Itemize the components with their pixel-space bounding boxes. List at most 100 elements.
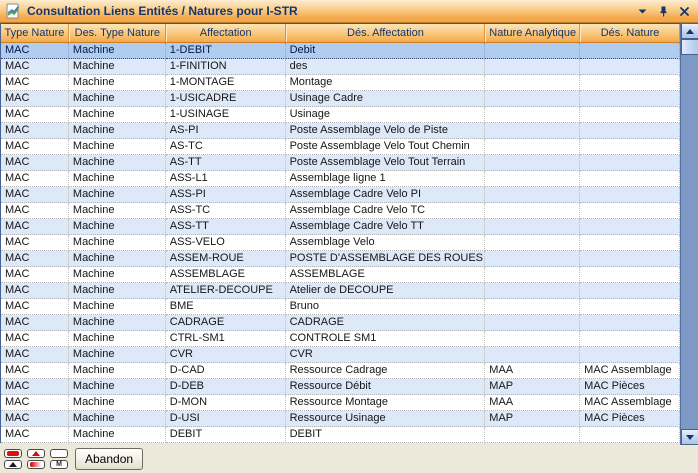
scrollbar-thumb[interactable] <box>681 39 698 55</box>
cell[interactable]: ASS-TT <box>165 219 286 235</box>
cell[interactable]: Atelier de DECOUPE <box>285 283 486 299</box>
table-row[interactable]: MAC Machine ASS-PI Assemblage Cadre Velo PI <box>1 187 681 203</box>
cell[interactable]: AS-PI <box>165 123 286 139</box>
cell[interactable] <box>580 251 681 267</box>
cell[interactable]: MAA <box>485 363 581 379</box>
cell[interactable] <box>580 107 681 123</box>
cell[interactable]: MAC <box>1 363 69 379</box>
cell[interactable] <box>580 203 681 219</box>
cell[interactable] <box>580 283 681 299</box>
cell[interactable]: D-USI <box>165 411 286 427</box>
cell[interactable]: Assemblage Cadre Velo TT <box>285 219 486 235</box>
cell[interactable]: Machine <box>68 75 166 91</box>
cell[interactable] <box>485 251 581 267</box>
table-row[interactable]: MAC Machine CADRAGE CADRAGE <box>1 315 681 331</box>
cell[interactable] <box>580 91 681 107</box>
cell[interactable] <box>485 331 581 347</box>
cell[interactable]: Assemblage Cadre Velo TC <box>285 203 486 219</box>
cell[interactable] <box>580 59 681 75</box>
cell[interactable]: Poste Assemblage Velo Tout Terrain <box>285 155 486 171</box>
cell[interactable]: Machine <box>68 235 166 251</box>
close-icon[interactable] <box>678 5 691 18</box>
cell[interactable]: Ressource Montage <box>285 395 486 411</box>
cell[interactable]: Machine <box>68 43 166 59</box>
cell[interactable]: ASSEMBLAGE <box>165 267 286 283</box>
table-row[interactable]: MAC Machine ASS-TT Assemblage Cadre Velo TT <box>1 219 681 235</box>
cell[interactable] <box>485 43 581 59</box>
cell[interactable] <box>580 171 681 187</box>
cell[interactable]: MAC <box>1 315 69 331</box>
cell[interactable] <box>485 219 581 235</box>
cell[interactable]: 1-DEBIT <box>165 43 286 59</box>
cell[interactable] <box>485 187 581 203</box>
cell[interactable]: Machine <box>68 91 166 107</box>
table-row[interactable]: MAC Machine ASSEMBLAGE ASSEMBLAGE <box>1 267 681 283</box>
table-row[interactable]: MAC Machine AS-PI Poste Assemblage Velo de … <box>1 123 681 139</box>
cell[interactable]: MAC <box>1 251 69 267</box>
cell[interactable]: ASS-PI <box>165 187 286 203</box>
cell[interactable]: Assemblage ligne 1 <box>285 171 486 187</box>
table-row[interactable]: MAC Machine ASS-VELO Assemblage Velo <box>1 235 681 251</box>
cell[interactable]: Machine <box>68 395 166 411</box>
cell[interactable]: Machine <box>68 155 166 171</box>
cell[interactable]: Machine <box>68 299 166 315</box>
cell[interactable]: Machine <box>68 283 166 299</box>
cell[interactable]: ATELIER-DECOUPE <box>165 283 286 299</box>
black-triangle-up-icon[interactable] <box>4 460 22 469</box>
cell[interactable]: MAC <box>1 75 69 91</box>
table-row[interactable]: MAC Machine ASSEM-ROUE POSTE D'ASSEMBLAGE D… <box>1 251 681 267</box>
cell[interactable]: 1-USINAGE <box>165 107 286 123</box>
cell[interactable] <box>580 139 681 155</box>
column-header[interactable]: Dés. Affectation <box>285 24 486 42</box>
cell[interactable] <box>485 59 581 75</box>
cell[interactable]: CONTROLE SM1 <box>285 331 486 347</box>
cell[interactable]: MAC <box>1 139 69 155</box>
cell[interactable] <box>485 203 581 219</box>
cell[interactable]: ASS-L1 <box>165 171 286 187</box>
column-header[interactable]: Des. Type Nature <box>68 24 166 42</box>
cell[interactable]: DEBIT <box>285 427 486 443</box>
cell[interactable]: Machine <box>68 203 166 219</box>
cell[interactable]: D-CAD <box>165 363 286 379</box>
table-row[interactable]: MAC Machine CVR CVR <box>1 347 681 363</box>
cell[interactable]: Ressource Usinage <box>285 411 486 427</box>
cell[interactable] <box>485 299 581 315</box>
cell[interactable]: Machine <box>68 411 166 427</box>
cell[interactable]: CVR <box>165 347 286 363</box>
cell[interactable] <box>485 267 581 283</box>
cell[interactable]: MAA <box>485 395 581 411</box>
cell[interactable]: MAC <box>1 347 69 363</box>
cell[interactable] <box>485 347 581 363</box>
cell[interactable]: ASSEM-ROUE <box>165 251 286 267</box>
cell[interactable]: Usinage Cadre <box>285 91 486 107</box>
cell[interactable]: MAP <box>485 379 581 395</box>
abandon-button[interactable]: Abandon <box>75 448 144 470</box>
cell[interactable]: MAC <box>1 107 69 123</box>
scroll-up-icon[interactable] <box>681 23 698 39</box>
table-row[interactable]: MAC Machine ATELIER-DECOUPE Atelier de DECO… <box>1 283 681 299</box>
cell[interactable]: Debit <box>285 43 486 59</box>
cell[interactable]: Bruno <box>285 299 486 315</box>
cell[interactable]: Machine <box>68 59 166 75</box>
table-row[interactable]: MAC Machine AS-TC Poste Assemblage Velo Tou… <box>1 139 681 155</box>
table-row[interactable]: MAC Machine D-CAD Ressource Cadrage MAA MAC A… <box>1 363 681 379</box>
table-row[interactable]: MAC Machine D-DEB Ressource Débit MAP MAC Piè… <box>1 379 681 395</box>
cell[interactable] <box>580 267 681 283</box>
table-row[interactable]: MAC Machine AS-TT Poste Assemblage Velo Tou… <box>1 155 681 171</box>
cell[interactable]: MAC <box>1 267 69 283</box>
cell[interactable] <box>580 315 681 331</box>
cell[interactable]: AS-TT <box>165 155 286 171</box>
cell[interactable]: Machine <box>68 427 166 443</box>
cell[interactable]: MAC <box>1 219 69 235</box>
cell[interactable] <box>485 235 581 251</box>
cell[interactable]: Machine <box>68 219 166 235</box>
column-header[interactable]: Type Nature <box>1 24 69 42</box>
cell[interactable] <box>580 123 681 139</box>
red-fade-icon[interactable] <box>27 460 45 469</box>
cell[interactable]: ASSEMBLAGE <box>285 267 486 283</box>
red-bar-icon[interactable] <box>4 449 22 458</box>
cell[interactable]: Assemblage Velo <box>285 235 486 251</box>
cell[interactable]: POSTE D'ASSEMBLAGE DES ROUES <box>285 251 486 267</box>
table-row[interactable]: MAC Machine 1-MONTAGE Montage <box>1 75 681 91</box>
cell[interactable] <box>485 91 581 107</box>
